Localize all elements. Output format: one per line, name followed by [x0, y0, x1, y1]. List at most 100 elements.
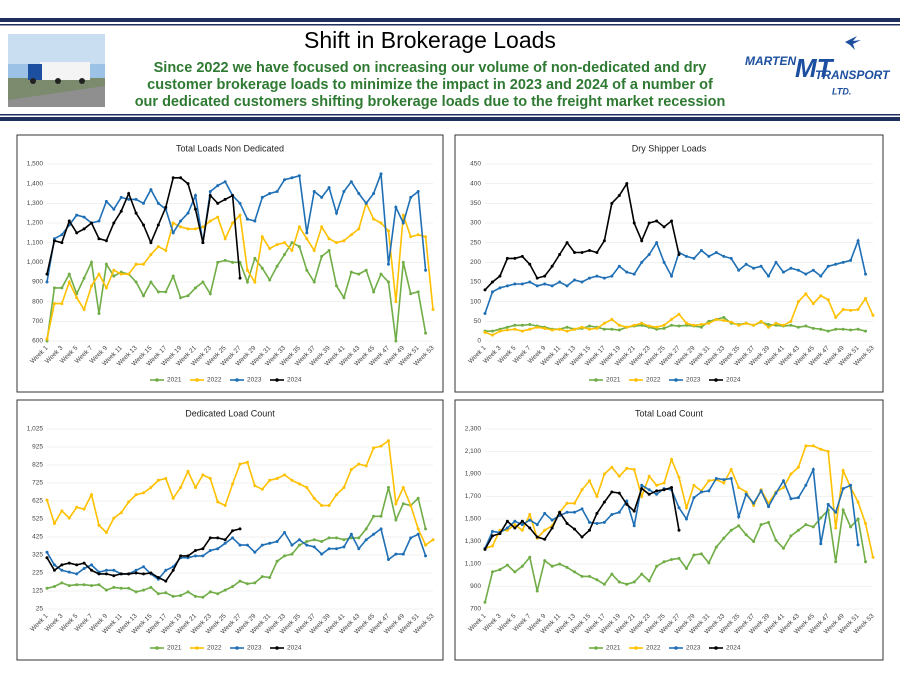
y-tick-label: 1,300: [465, 538, 482, 545]
data-point: [647, 579, 651, 583]
data-point: [260, 575, 264, 579]
data-point: [789, 319, 793, 323]
data-point: [67, 272, 71, 276]
data-point: [804, 444, 808, 448]
data-point: [305, 540, 309, 543]
data-point: [283, 531, 287, 534]
series-line: [484, 507, 867, 603]
legend-marker: [594, 378, 598, 382]
data-point: [134, 590, 138, 594]
data-point: [156, 592, 160, 596]
data-point: [684, 506, 688, 510]
y-tick-label: 1,300: [27, 200, 44, 207]
data-point: [297, 482, 301, 486]
data-point: [737, 486, 741, 489]
y-tick-label: 1,900: [465, 471, 482, 478]
data-point: [364, 464, 368, 468]
data-point: [201, 547, 205, 551]
data-point: [216, 215, 220, 219]
data-point: [82, 276, 86, 280]
y-tick-label: 300: [470, 220, 481, 227]
data-point: [655, 483, 659, 487]
data-point: [112, 268, 116, 272]
data-point: [513, 570, 517, 574]
data-point: [320, 225, 324, 229]
data-point: [312, 538, 316, 542]
truck-photo: [8, 34, 105, 107]
data-point: [364, 268, 368, 272]
data-point: [275, 477, 279, 480]
data-point: [759, 489, 763, 493]
data-point: [826, 502, 830, 506]
data-point: [595, 511, 599, 515]
legend-marker: [674, 378, 678, 382]
data-point: [528, 262, 532, 266]
data-point: [297, 538, 301, 542]
data-point: [104, 568, 108, 572]
data-point: [45, 556, 49, 560]
y-tick-label: 1,500: [465, 516, 482, 523]
data-point: [142, 223, 145, 227]
data-point: [134, 197, 138, 201]
legend-marker: [195, 646, 199, 650]
data-point: [409, 292, 413, 296]
data-point: [379, 514, 383, 518]
data-point: [610, 317, 614, 321]
data-point: [60, 233, 64, 237]
data-point: [670, 274, 674, 278]
legend-label: 2022: [207, 645, 222, 652]
data-point: [573, 527, 577, 531]
data-point: [587, 528, 591, 532]
data-point: [774, 538, 778, 542]
data-point: [186, 227, 190, 231]
data-point: [610, 572, 614, 576]
data-point: [335, 493, 338, 497]
data-point: [505, 528, 509, 532]
logo-text: LTD.: [832, 86, 851, 96]
data-point: [520, 523, 524, 527]
data-point: [490, 333, 494, 337]
data-point: [193, 193, 197, 197]
data-point: [684, 567, 688, 570]
data-point: [142, 491, 145, 495]
data-point: [82, 561, 86, 565]
data-point: [104, 262, 108, 266]
data-point: [692, 323, 696, 327]
data-point: [535, 284, 539, 288]
data-point: [164, 568, 168, 572]
data-point: [156, 223, 160, 227]
legend-label: 2022: [646, 645, 661, 652]
data-point: [849, 258, 853, 262]
bottom-bar-thin: [0, 114, 900, 116]
data-point: [67, 219, 71, 223]
data-point: [104, 588, 108, 592]
legend-label: 2021: [606, 377, 621, 384]
data-point: [655, 325, 659, 329]
data-point: [90, 584, 94, 588]
data-point: [528, 322, 532, 326]
data-point: [655, 492, 659, 496]
data-point: [774, 321, 778, 325]
legend-marker: [235, 378, 239, 382]
y-tick-label: 125: [32, 588, 43, 595]
data-point: [297, 245, 301, 249]
data-point: [164, 579, 168, 583]
data-point: [595, 326, 599, 330]
y-tick-label: 700: [470, 606, 481, 613]
y-tick-label: 1,400: [27, 180, 44, 187]
logo-text: MT: [795, 53, 835, 83]
data-point: [349, 270, 353, 274]
data-point: [602, 239, 606, 243]
data-point: [75, 213, 79, 217]
data-point: [543, 274, 547, 278]
data-point: [364, 527, 368, 531]
chart-panel: [16, 399, 444, 661]
y-tick-label: 925: [32, 444, 43, 451]
data-point: [699, 322, 703, 326]
logo-text: MARTEN: [745, 54, 796, 68]
data-point: [134, 571, 138, 575]
data-point: [231, 260, 235, 264]
legend-label: 2024: [726, 645, 741, 652]
data-point: [90, 563, 94, 567]
